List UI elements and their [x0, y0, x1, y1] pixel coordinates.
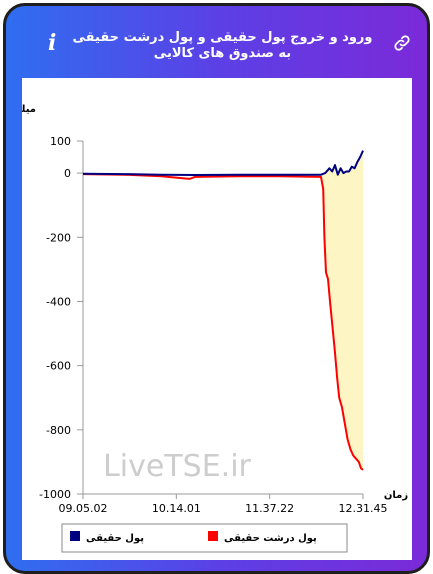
chart-svg: میلیارد تومان 1000-200-400-600-800-1000 …	[6, 104, 408, 553]
shaded-area	[321, 150, 363, 470]
x-tick-label: 09.05.02	[59, 502, 108, 515]
card-header: ورود و خروج پول حقیقی و پول درشت حقیقی ب…	[6, 6, 427, 78]
y-tick-label: 100	[50, 135, 71, 148]
y-tick-label: -800	[46, 424, 71, 437]
x-tick-label: 11.37.22	[245, 502, 294, 515]
info-icon[interactable]: i	[48, 30, 57, 56]
series-line-real-money	[82, 150, 364, 176]
legend: پول حقیقی پول درشت حقیقی	[61, 523, 348, 553]
y-axis-label: میلیارد تومان	[22, 104, 36, 115]
legend-swatch-big-real	[208, 531, 218, 541]
watermark: LiveTSE.ir	[103, 449, 251, 484]
chart-title: ورود و خروج پول حقیقی و پول درشت حقیقی ب…	[72, 30, 373, 61]
legend-label-big-real: پول درشت حقیقی	[224, 533, 317, 544]
y-tick-label: -400	[46, 295, 71, 308]
y-tick-label: -600	[46, 360, 71, 373]
x-axis-label: زمان	[384, 490, 408, 501]
y-tick-label: 0	[64, 167, 71, 180]
legend-swatch-real	[70, 531, 80, 541]
chart-panel: میلیارد تومان 1000-200-400-600-800-1000 …	[6, 78, 412, 560]
y-tick-label: -200	[46, 231, 71, 244]
chart-card: ورود و خروج پول حقیقی و پول درشت حقیقی ب…	[3, 3, 430, 574]
x-tick-label: 12.31.45	[339, 502, 388, 515]
x-tick-label: 10.14.01	[152, 502, 201, 515]
legend-label-real: پول حقیقی	[86, 533, 144, 544]
link-icon[interactable]	[393, 34, 411, 52]
series-line-big-real-money	[82, 173, 364, 471]
y-tick-label: -1000	[39, 488, 71, 501]
